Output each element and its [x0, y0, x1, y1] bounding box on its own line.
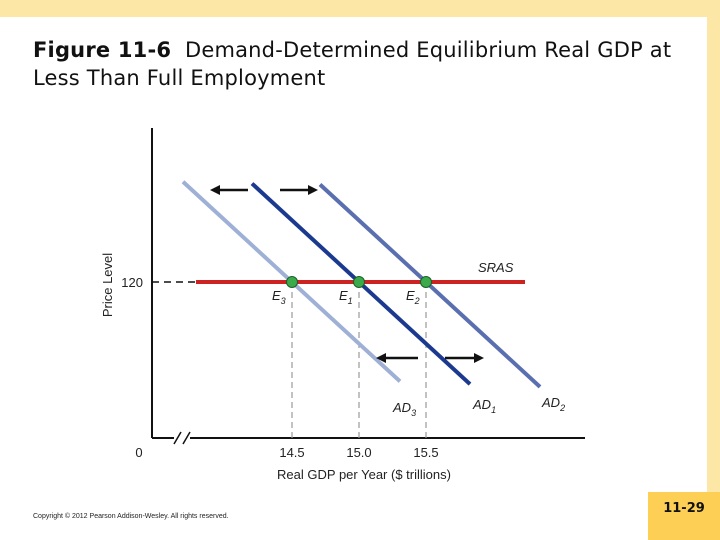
label-e2: E2 — [406, 288, 420, 306]
label-e3: E3 — [272, 288, 286, 306]
x-tick-15.5: 15.5 — [413, 445, 438, 460]
x-tick-15.0: 15.0 — [346, 445, 371, 460]
label-e1: E1 — [339, 288, 353, 306]
equilibrium-point-e3 — [286, 276, 298, 288]
x-tick-14.5: 14.5 — [279, 445, 304, 460]
equilibrium-point-e2 — [420, 276, 432, 288]
equilibrium-point-e1 — [353, 276, 365, 288]
label-ad1: AD1 — [472, 397, 496, 415]
label-sras: SRAS — [478, 260, 514, 275]
x-axis-label: Real GDP per Year ($ trillions) — [277, 467, 451, 482]
arrow-shift-left-lower-head — [376, 353, 386, 363]
copyright-notice: Copyright © 2012 Pearson Addison-Wesley.… — [33, 513, 229, 520]
figure-title: Demand-Determined Equilibrium Real GDP a… — [33, 38, 672, 90]
page-number: 11-29 — [663, 501, 705, 516]
arrow-shift-left-upper-head — [210, 185, 220, 195]
right-accent-bar — [707, 17, 720, 492]
label-ad2: AD2 — [541, 395, 565, 413]
axis-break-mark-1 — [173, 431, 182, 445]
slide-title: Figure 11-6 Demand-Determined Equilibriu… — [33, 36, 693, 92]
y-axis-label: Price Level — [100, 253, 115, 317]
label-ad3: AD3 — [392, 400, 416, 418]
y-tick-120: 120 — [121, 275, 143, 290]
arrow-shift-right-lower-head — [474, 353, 484, 363]
axis-break-mark-2 — [182, 431, 191, 445]
figure-number: Figure 11-6 — [33, 38, 172, 62]
top-accent-bar — [0, 0, 720, 17]
arrow-shift-right-upper-head — [308, 185, 318, 195]
origin-label: 0 — [135, 445, 142, 460]
page-number-box: 11-29 — [648, 492, 720, 540]
